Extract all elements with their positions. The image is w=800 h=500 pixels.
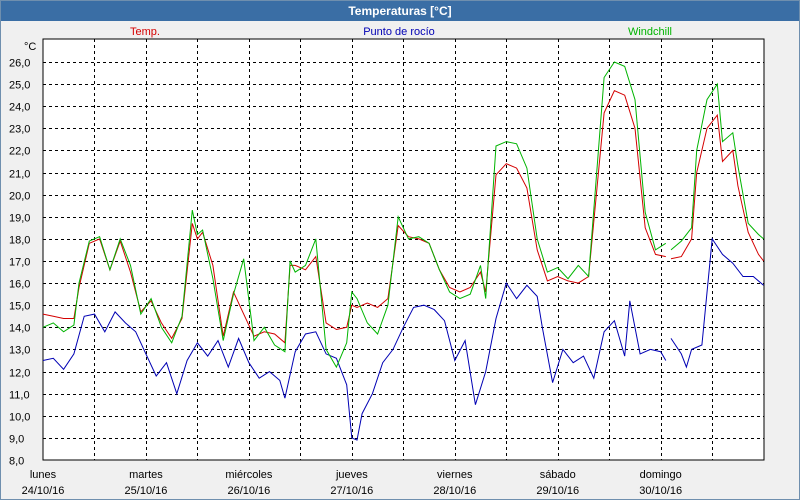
x-date-label: 30/10/16 [639, 485, 682, 497]
x-date-label: 25/10/16 [125, 485, 168, 497]
x-day-label: lunes [30, 469, 57, 481]
x-day-label: miércoles [225, 469, 273, 481]
y-tick-label: 12,0 [9, 368, 30, 380]
y-tick-label: 10,0 [9, 412, 30, 424]
x-date-label: 27/10/16 [330, 485, 373, 497]
window-title: Temperaturas [°C] [1, 1, 799, 21]
y-tick-label: 23,0 [9, 124, 30, 136]
x-day-label: martes [129, 469, 163, 481]
x-day-label: sábado [540, 469, 576, 481]
x-date-label: 28/10/16 [433, 485, 476, 497]
y-tick-label: 11,0 [9, 390, 30, 402]
y-tick-label: 26,0 [9, 58, 30, 70]
y-axis-unit: °C [24, 41, 36, 53]
y-tick-label: 15,0 [9, 301, 30, 313]
x-day-label: viernes [437, 469, 473, 481]
x-day-label: jueves [335, 469, 368, 481]
y-tick-label: 24,0 [9, 102, 30, 114]
legend-entry: Windchill [628, 26, 672, 38]
y-tick-label: 16,0 [9, 279, 30, 291]
y-tick-label: 17,0 [9, 257, 30, 269]
series-line [42, 61, 764, 369]
y-tick-label: 14,0 [9, 323, 30, 335]
y-tick-label: 18,0 [9, 235, 30, 247]
y-tick-label: 8,0 [9, 456, 24, 468]
y-tick-label: 22,0 [9, 146, 30, 158]
x-date-label: 29/10/16 [536, 485, 579, 497]
y-tick-label: 13,0 [9, 345, 30, 357]
series-line [42, 237, 764, 441]
x-date-label: 24/10/16 [22, 485, 65, 497]
x-day-label: domingo [640, 469, 682, 481]
y-tick-label: 9,0 [9, 434, 24, 446]
legend-entry: Temp. [130, 26, 160, 38]
y-tick-label: 25,0 [9, 80, 30, 92]
y-tick-label: 19,0 [9, 213, 30, 225]
x-date-label: 26/10/16 [227, 485, 270, 497]
y-tick-label: 21,0 [9, 169, 30, 181]
legend-entry: Punto de rocío [363, 26, 435, 38]
y-tick-label: 20,0 [9, 191, 30, 203]
